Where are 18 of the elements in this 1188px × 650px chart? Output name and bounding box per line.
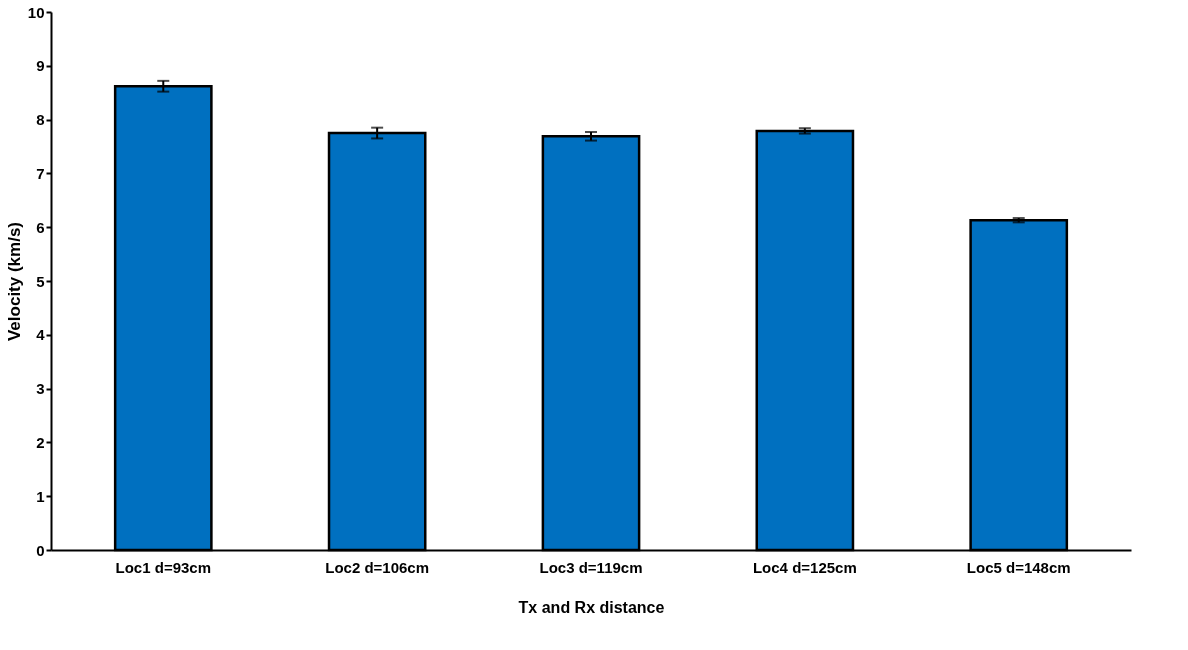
y-tick-label: 8	[36, 111, 45, 129]
y-tick-label: 0	[36, 541, 45, 559]
y-tick-label: 6	[36, 218, 45, 236]
y-tick-label: 2	[36, 433, 45, 451]
x-tick-label: Loc1 d=93cm	[115, 558, 212, 576]
x-tick-label: Loc4 d=125cm	[752, 558, 857, 576]
y-tick-label: 7	[36, 164, 45, 182]
y-tick-label: 3	[36, 380, 45, 398]
x-tick-label: Loc5 d=148cm	[966, 558, 1071, 576]
y-tick-label: 4	[36, 326, 46, 344]
x-tick-label: Loc2 d=106cm	[325, 558, 430, 576]
y-tick-label: 1	[36, 487, 45, 505]
y-tick-label: 5	[36, 272, 45, 290]
y-tick-label: 9	[36, 57, 45, 75]
x-tick-label: Loc3 d=119cm	[539, 558, 643, 576]
y-axis-title: Velocity (km/s)	[4, 221, 24, 342]
x-axis-title: Tx and Rx distance	[518, 598, 665, 616]
y-tick-label: 10	[27, 3, 45, 21]
